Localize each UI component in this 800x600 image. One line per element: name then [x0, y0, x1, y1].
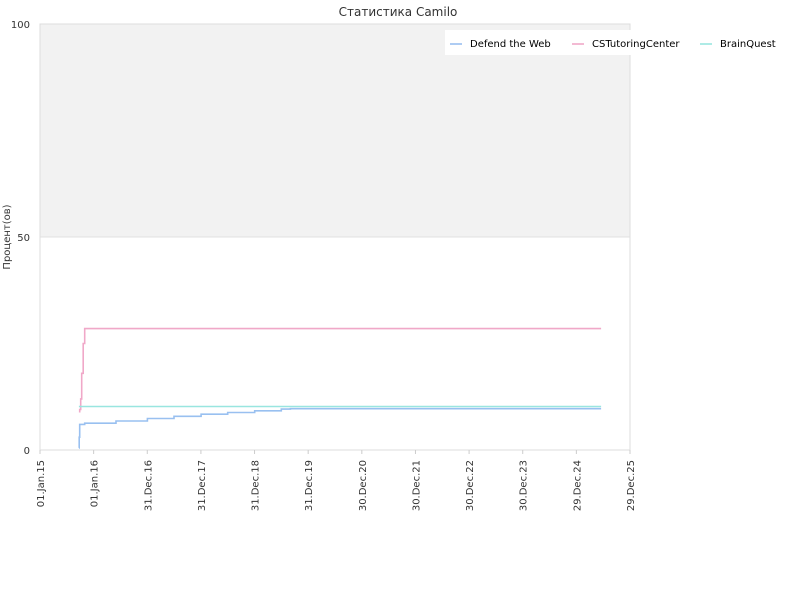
series-lines	[78, 327, 602, 449]
legend: Defend the Web CSTutoringCenter BrainQuest	[445, 30, 780, 55]
series-line	[78, 327, 602, 413]
series-line	[78, 407, 602, 449]
plot-background-lower-band	[40, 237, 630, 450]
x-tick-label: 31.Dec.16	[143, 460, 154, 511]
x-tick-label: 31.Dec.19	[304, 460, 315, 511]
x-tick-label: 31.Dec.17	[197, 460, 208, 511]
x-tick-label: 31.Dec.18	[251, 460, 262, 511]
y-tick-label: 50	[17, 233, 30, 244]
legend-label: CSTutoringCenter	[592, 39, 680, 50]
x-tick-label: 01.Jan.16	[90, 460, 101, 507]
x-tick-label: 29.Dec.25	[626, 460, 637, 511]
plot-background-upper-band	[40, 24, 630, 237]
x-axis: 01.Jan.15 01.Jan.16 31.Dec.16 31.Dec.17 31.D…	[36, 450, 637, 511]
y-axis: 0 50 100	[11, 20, 30, 457]
legend-label: Defend the Web	[470, 39, 551, 50]
legend-label: BrainQuest	[720, 39, 776, 50]
y-tick-label: 0	[24, 446, 30, 457]
y-axis-label: Процент(ов)	[2, 204, 13, 269]
x-tick-label: 29.Dec.24	[572, 460, 583, 511]
legend-box	[445, 30, 780, 55]
x-tick-label: 30.Dec.23	[519, 460, 530, 511]
chart-title: Статистика Camilo	[339, 5, 458, 19]
y-tick-label: 100	[11, 20, 30, 31]
x-tick-label: 30.Dec.20	[358, 460, 369, 511]
x-tick-label: 30.Dec.21	[411, 460, 422, 511]
x-tick-label: 30.Dec.22	[465, 460, 476, 511]
x-tick-label: 01.Jan.15	[36, 460, 47, 507]
